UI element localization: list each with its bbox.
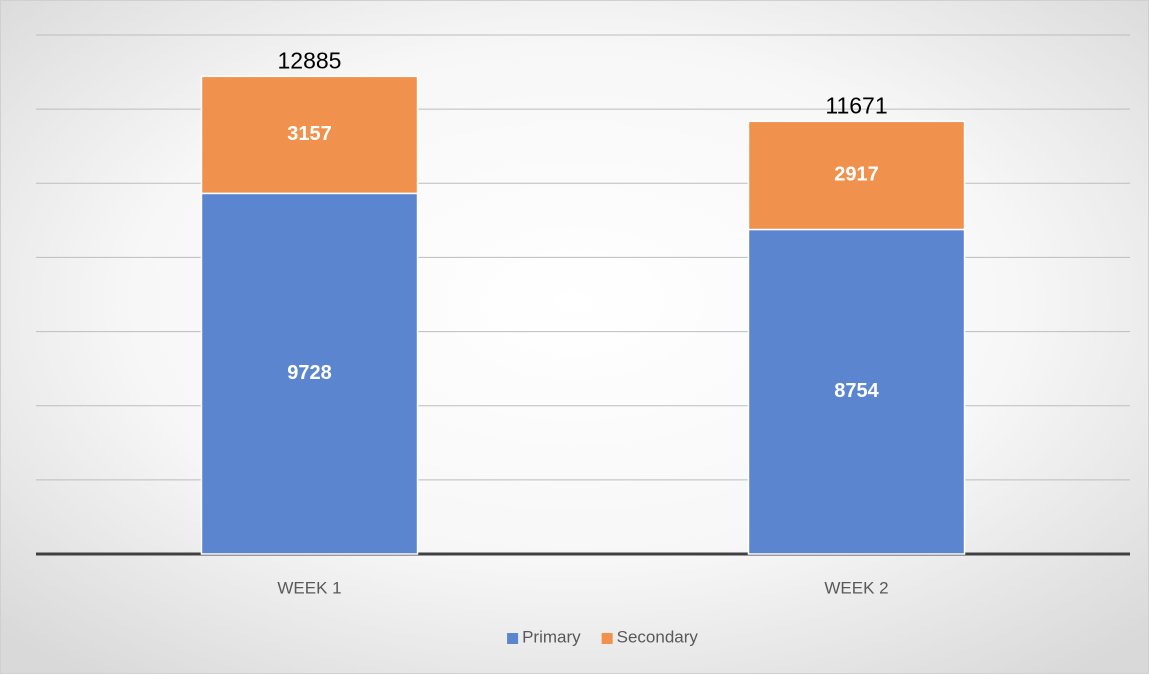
- data-label: 8754: [834, 380, 879, 402]
- bar-segment: [200, 75, 419, 195]
- legend-label: Primary: [522, 627, 581, 646]
- legend-label: Secondary: [617, 627, 699, 646]
- legend-swatch: [507, 633, 519, 644]
- bar-segment: [200, 192, 419, 555]
- bars: [200, 75, 966, 555]
- total-label: 11671: [825, 92, 887, 118]
- bar-segment: [747, 120, 966, 231]
- labels: 9728 3157 12885 WEEK 1 8754 2917 11671 WEEK 2: [277, 47, 888, 597]
- bar-segment: [747, 228, 966, 555]
- data-label: 3157: [287, 123, 332, 145]
- data-label: 9728: [287, 362, 332, 384]
- total-label: 12885: [278, 47, 342, 73]
- x-tick-label: WEEK 1: [277, 578, 341, 597]
- legend: Primary Secondary: [507, 627, 698, 646]
- data-label: 2917: [834, 164, 879, 186]
- legend-swatch: [601, 633, 613, 644]
- x-tick-label: WEEK 2: [824, 578, 888, 597]
